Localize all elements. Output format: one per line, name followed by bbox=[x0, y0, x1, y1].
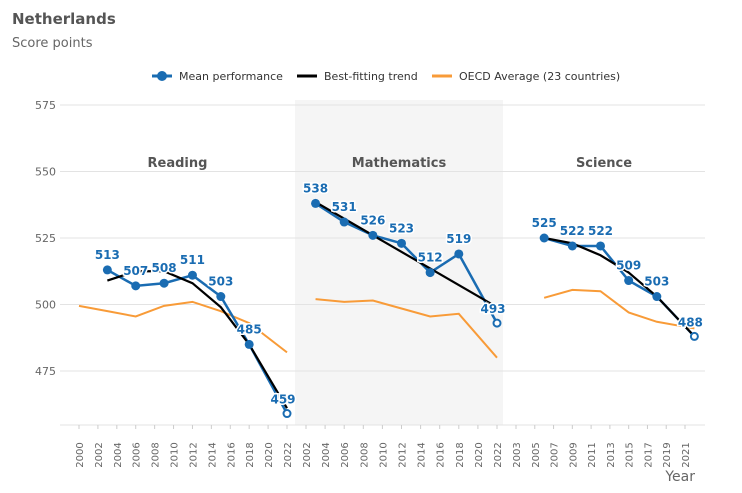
trend-line bbox=[107, 270, 288, 409]
x-tick-label: 2004 bbox=[113, 442, 124, 467]
mean-point bbox=[216, 292, 226, 302]
data-label: 485 bbox=[237, 322, 262, 336]
mean-line bbox=[106, 268, 289, 415]
mean-point bbox=[311, 198, 321, 208]
mean-point bbox=[368, 230, 378, 240]
x-tick-label: 2015 bbox=[625, 442, 636, 467]
data-label: 493 bbox=[480, 302, 505, 316]
data-label: 459 bbox=[270, 393, 295, 407]
trend-line bbox=[314, 201, 498, 309]
y-tick-label: 550 bbox=[35, 166, 56, 179]
mean-point bbox=[244, 339, 254, 349]
data-label: 525 bbox=[532, 216, 557, 230]
mean-point bbox=[397, 238, 406, 248]
mean-point bbox=[492, 318, 502, 328]
x-tick-label: 2014 bbox=[207, 442, 218, 467]
x-tick-label: 2010 bbox=[378, 442, 389, 467]
x-tick-label: 2016 bbox=[436, 442, 447, 467]
x-tick-label: 2009 bbox=[568, 442, 579, 467]
chart-title: Netherlands bbox=[12, 10, 116, 28]
x-tick-label: 2013 bbox=[606, 442, 617, 467]
data-label: 503 bbox=[208, 275, 233, 289]
mean-point bbox=[159, 278, 169, 288]
x-tick-label: 2017 bbox=[643, 442, 654, 467]
panel-shade bbox=[295, 100, 503, 425]
x-tick-label: 2005 bbox=[531, 442, 542, 467]
x-tick-label: 2000 bbox=[75, 442, 86, 467]
x-tick-label: 2003 bbox=[512, 442, 523, 467]
x-tick-label: 2020 bbox=[474, 442, 485, 467]
mean-point bbox=[689, 331, 699, 341]
mean-point bbox=[282, 409, 292, 419]
x-tick-label: 2018 bbox=[245, 442, 256, 467]
x-tick-label: 2008 bbox=[359, 442, 370, 467]
y-tick-label: 475 bbox=[35, 365, 56, 378]
x-tick-label: 2019 bbox=[662, 442, 673, 467]
mean-point bbox=[102, 265, 112, 275]
panel-title: Science bbox=[576, 156, 632, 171]
x-tick-label: 2010 bbox=[170, 442, 181, 467]
mean-point bbox=[454, 249, 464, 259]
x-tick-label: 2018 bbox=[455, 442, 466, 467]
data-label: 538 bbox=[303, 181, 328, 195]
legend-label: OECD Average (23 countries) bbox=[459, 70, 620, 83]
oecd-line bbox=[78, 300, 288, 354]
mean-point bbox=[539, 233, 549, 243]
data-label: 488 bbox=[678, 315, 703, 329]
x-tick-label: 2006 bbox=[132, 442, 143, 467]
x-tick-label: 2012 bbox=[398, 442, 409, 467]
x-tick-label: 2021 bbox=[681, 442, 692, 467]
mean-point bbox=[425, 268, 435, 278]
data-label: 509 bbox=[616, 259, 641, 273]
x-tick-label: 2008 bbox=[151, 442, 162, 467]
mean-point bbox=[187, 270, 197, 280]
y-tick-label: 525 bbox=[35, 232, 56, 245]
mean-point bbox=[652, 292, 662, 302]
x-tick-label: 2020 bbox=[264, 442, 275, 467]
legend-label: Best-fitting trend bbox=[324, 70, 418, 83]
x-tick-label: 2002 bbox=[94, 442, 105, 467]
x-tick-label: 2012 bbox=[188, 442, 199, 467]
x-tick-label: 2002 bbox=[302, 442, 313, 467]
mean-point bbox=[567, 241, 577, 251]
oecd-line bbox=[315, 298, 498, 359]
legend-label: Mean performance bbox=[179, 70, 283, 83]
data-label: 503 bbox=[644, 275, 669, 289]
data-label: 531 bbox=[332, 200, 357, 214]
trend-line bbox=[543, 236, 696, 338]
x-tick-label: 2022 bbox=[493, 442, 504, 467]
mean-point bbox=[624, 276, 634, 286]
data-label: 522 bbox=[588, 224, 613, 238]
x-axis-title: Year bbox=[664, 469, 695, 485]
panel-title: Mathematics bbox=[352, 156, 447, 171]
x-tick-label: 2022 bbox=[283, 442, 294, 467]
mean-point bbox=[596, 241, 605, 251]
mean-point bbox=[339, 217, 349, 227]
x-tick-label: 2007 bbox=[550, 442, 561, 467]
x-tick-label: 2006 bbox=[340, 442, 351, 467]
chart-subtitle: Score points bbox=[12, 36, 93, 51]
data-label: 507 bbox=[123, 264, 148, 278]
y-tick-label: 500 bbox=[35, 299, 56, 312]
x-tick-label: 2014 bbox=[417, 442, 428, 467]
data-label: 526 bbox=[360, 213, 385, 227]
mean-point bbox=[131, 281, 141, 291]
data-label: 513 bbox=[95, 248, 120, 262]
legend-marker bbox=[157, 71, 167, 81]
y-tick-label: 575 bbox=[35, 99, 56, 112]
data-label: 511 bbox=[180, 253, 205, 267]
data-label: 522 bbox=[560, 224, 585, 238]
data-label: 519 bbox=[446, 232, 471, 246]
panel-title: Reading bbox=[148, 156, 208, 171]
oecd-line bbox=[543, 288, 695, 330]
x-tick-label: 2011 bbox=[587, 442, 598, 467]
mean-line bbox=[543, 236, 696, 338]
data-label: 512 bbox=[418, 251, 443, 265]
x-tick-label: 2016 bbox=[226, 442, 237, 467]
x-tick-label: 2004 bbox=[321, 442, 332, 467]
data-label: 523 bbox=[389, 221, 414, 235]
data-label: 508 bbox=[152, 261, 177, 275]
